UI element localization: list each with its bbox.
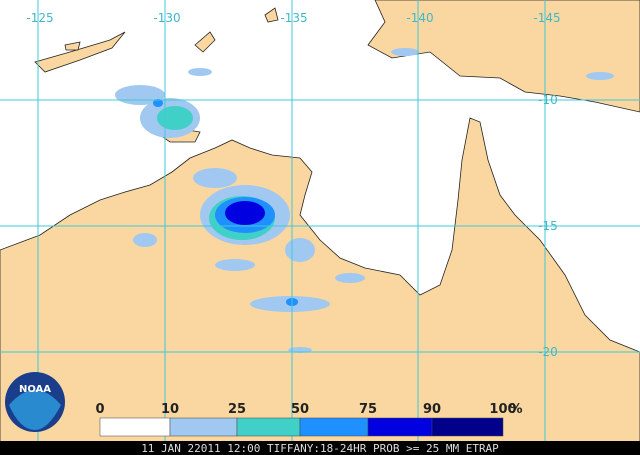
legend-label: 10: [161, 402, 179, 417]
legend-swatch: [367, 417, 433, 437]
legend-label: 0: [95, 402, 104, 417]
legend-swatch: [299, 417, 369, 437]
lat-label: -20: [538, 345, 558, 359]
lat-label: -15: [538, 219, 558, 233]
legend: 0 10 25 50 75 90 100%: [95, 402, 523, 437]
lon-label: -130: [153, 11, 180, 25]
legend-label: 25: [228, 402, 246, 417]
legend-label: 75: [359, 402, 377, 417]
legend-label: 100: [489, 402, 516, 417]
lon-label: -135: [280, 11, 307, 25]
legend-swatch: [236, 417, 301, 437]
lon-label: -125: [26, 11, 53, 25]
rain-probability: [115, 48, 614, 353]
legend-swatch: [431, 417, 504, 437]
legend-swatch: [169, 417, 238, 437]
lon-label: -145: [533, 11, 560, 25]
legend-swatch: [99, 417, 171, 437]
legend-label: 90: [423, 402, 441, 417]
caption: 11 JAN 22011 12:00 TIFFANY:18-24HR PROB …: [141, 442, 499, 455]
legend-label: 50: [291, 402, 309, 417]
caption-bar: [0, 441, 640, 455]
graticule: -125 -130 -135 -140 -145 -10 -15 -20: [0, 0, 640, 441]
lat-label: -10: [538, 93, 558, 107]
lon-label: -140: [406, 11, 433, 25]
logo-wave: [9, 390, 61, 430]
legend-unit: %: [509, 402, 522, 417]
logo-text: NOAA: [19, 384, 51, 395]
